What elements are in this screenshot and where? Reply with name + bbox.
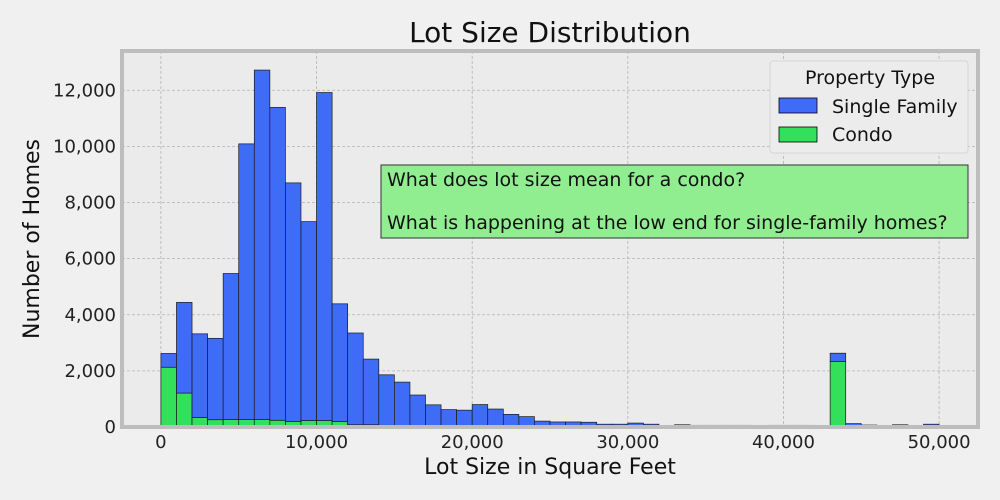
bar-single-family — [487, 408, 504, 427]
bar-single-family — [253, 69, 271, 420]
bar-single-family — [394, 381, 411, 427]
histogram-bars — [160, 69, 940, 428]
y-tick-label: 8,000 — [64, 193, 116, 214]
bar-single-family — [160, 353, 177, 368]
bar-single-family — [285, 182, 302, 422]
y-tick-label: 12,000 — [53, 80, 116, 101]
x-tick-label: 30,000 — [596, 432, 659, 453]
legend-swatch-single-family — [778, 97, 818, 114]
bar-single-family — [222, 273, 240, 420]
legend-title: Property Type — [805, 67, 935, 89]
x-axis-label: Lot Size in Square Feet — [424, 455, 676, 480]
legend-box — [769, 60, 969, 154]
y-tick-label: 10,000 — [53, 136, 116, 157]
bar-single-family — [331, 303, 349, 422]
bar-single-family — [316, 92, 333, 421]
legend: Property Type Single Family Condo — [769, 60, 969, 154]
bar-single-family — [300, 221, 317, 421]
x-tick-label: 40,000 — [752, 432, 815, 453]
bar-single-family — [378, 374, 395, 426]
bar-single-family — [238, 143, 255, 420]
y-tick-label: 4,000 — [64, 305, 116, 326]
bar-single-family — [347, 332, 364, 426]
x-axis-ticks: 0 10,000 20,000 30,000 40,000 50,000 — [155, 432, 970, 453]
x-tick-label: 10,000 — [285, 432, 348, 453]
bar-single-family — [362, 358, 380, 426]
chart-title: Lot Size Distribution — [409, 16, 691, 49]
x-tick-label: 20,000 — [441, 432, 504, 453]
legend-label-single-family: Single Family — [832, 96, 958, 118]
bar-single-family — [456, 409, 473, 427]
y-axis-ticks: 0 2,000 4,000 6,000 8,000 10,000 12,000 — [53, 80, 116, 438]
x-tick-label: 0 — [155, 432, 166, 453]
y-tick-label: 2,000 — [64, 361, 116, 382]
y-tick-label: 0 — [105, 417, 116, 438]
bar-single-family — [409, 394, 426, 427]
bar-single-family — [191, 333, 208, 418]
legend-label-condo: Condo — [832, 124, 893, 146]
bar-single-family — [440, 409, 457, 427]
annotation-box: What does lot size mean for a condo? Wha… — [380, 164, 969, 239]
y-axis-label: Number of Homes — [20, 139, 45, 339]
annotation-question-condo: What does lot size mean for a condo? — [387, 169, 745, 191]
legend-swatch-condo — [778, 126, 818, 143]
annotation-background — [380, 164, 969, 239]
bar-single-family — [176, 302, 193, 394]
annotation-question-single-family: What is happening at the low end for sin… — [387, 212, 948, 234]
bar-single-family — [207, 337, 224, 421]
bar-single-family — [502, 414, 520, 428]
plot-frame — [120, 49, 980, 429]
bar-single-family — [269, 107, 286, 421]
bar-condo — [160, 366, 177, 428]
y-tick-label: 6,000 — [64, 249, 116, 270]
bar-condo — [176, 392, 193, 428]
bar-condo — [829, 360, 847, 428]
bar-single-family — [471, 404, 489, 427]
bar-single-family — [425, 404, 442, 427]
x-tick-label: 50,000 — [908, 432, 971, 453]
bar-single-family — [829, 352, 847, 362]
